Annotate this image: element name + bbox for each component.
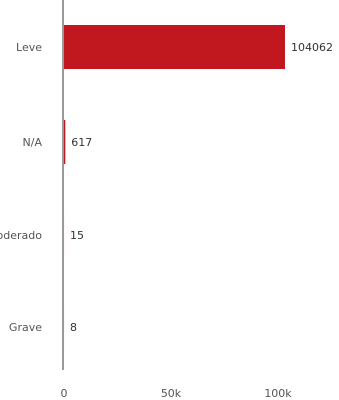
x-tick-label: 50k [161,387,182,400]
value-label: 8 [70,321,77,334]
bars-group [64,25,285,349]
x-tick-label: 0 [61,387,68,400]
bar-leve [64,25,285,69]
value-label: 617 [71,136,92,149]
x-tick-label: 100k [264,387,292,400]
x-tick-labels: 0 50k 100k [61,387,293,400]
category-label: Moderado [0,229,42,242]
category-label: N/A [23,136,43,149]
category-label: Grave [9,321,42,334]
value-labels: 104062 617 15 8 [70,41,333,334]
value-label: 15 [70,229,84,242]
category-label: Leve [16,41,42,54]
category-labels: Leve N/A Moderado Grave [0,41,42,334]
value-label: 104062 [291,41,333,54]
bar-n-a [64,120,66,164]
